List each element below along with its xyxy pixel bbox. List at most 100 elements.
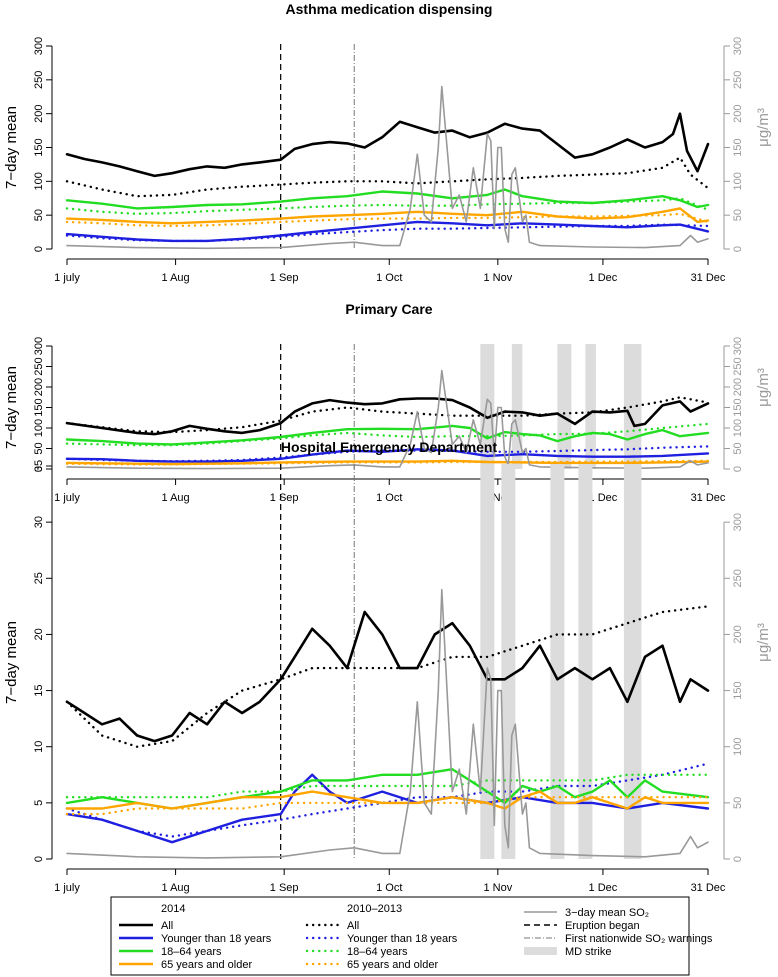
md-strike-band — [623, 344, 642, 469]
x-tick-label: 1 Nov — [483, 272, 512, 284]
series-line — [65, 207, 710, 225]
y-tick-label: 0 — [33, 466, 45, 472]
right-axis-label: μg/m³ — [755, 368, 772, 407]
y-tick-label: 15 — [33, 684, 45, 696]
series-line — [65, 188, 710, 210]
x-tick-label: 1 Oct — [376, 882, 402, 894]
series-line — [66, 369, 709, 470]
y-axis-label: 7−day mean — [3, 106, 20, 189]
series-line — [65, 396, 710, 434]
right-tick-label: 200 — [732, 625, 744, 643]
legend-label: First nationwide SO₂ warnings — [565, 933, 713, 945]
x-tick-label: 1 Aug — [162, 272, 190, 284]
series-line — [65, 156, 710, 198]
right-tick-label: 150 — [732, 138, 744, 156]
y-tick-label: 50 — [33, 209, 45, 221]
series-line — [66, 85, 709, 250]
x-tick-label: 1 july — [54, 492, 80, 504]
right-tick-label: 100 — [732, 419, 744, 437]
legend-header-2014: 2014 — [161, 903, 185, 915]
y-axis-label: 7−day mean — [3, 366, 20, 449]
series-line — [65, 112, 710, 178]
series-line — [65, 610, 710, 743]
y-tick-label: 100 — [33, 172, 45, 190]
x-tick-label: 1 Sep — [270, 882, 299, 894]
x-tick-label: 1 july — [54, 272, 80, 284]
y-tick-label: 300 — [33, 337, 45, 355]
series-line — [65, 605, 710, 748]
right-tick-label: 250 — [732, 71, 744, 89]
series-line — [65, 796, 710, 816]
legend-swatch — [524, 947, 557, 955]
right-tick-label: 200 — [732, 378, 744, 396]
legend-label: 65 years and older — [161, 959, 252, 971]
md-strike-band — [557, 344, 572, 469]
legend-label: Eruption began — [565, 920, 640, 932]
legend-box — [110, 896, 690, 976]
legend-label: 18–64 years — [347, 946, 408, 958]
right-tick-label: 250 — [732, 569, 744, 587]
y-tick-label: 0 — [33, 246, 45, 252]
chart-panel: Asthma medication dispensing 0 50 100 150 200… — [3, 1, 772, 284]
right-tick-label: 300 — [732, 37, 744, 55]
y-tick-label: 150 — [33, 138, 45, 156]
x-tick-label: 1 Aug — [162, 882, 190, 894]
chart-panel: Primary Care 0 50 100 150 200 250 300 7−day mean… — [3, 301, 772, 504]
series-line — [65, 790, 710, 810]
y-tick-label: 150 — [33, 398, 45, 416]
md-strike-band — [511, 344, 523, 469]
y-tick-label: 5 — [33, 800, 45, 806]
y-tick-label: 300 — [33, 37, 45, 55]
series-line — [65, 773, 710, 799]
y-tick-label: 200 — [33, 104, 45, 122]
x-tick-label: 1 Aug — [162, 492, 190, 504]
legend-label: 3−day mean SO₂ — [565, 907, 649, 919]
y-tick-label: 30 — [33, 516, 45, 528]
legend-label: All — [161, 920, 173, 932]
legend-label: MD strike — [565, 946, 611, 958]
md-strike-band — [501, 464, 516, 859]
chart-panel: Hospital Emergency Department 0 5 10 15 20 25 3… — [3, 439, 772, 894]
y-tick-label: 20 — [33, 628, 45, 640]
right-tick-label: 100 — [732, 738, 744, 756]
x-tick-label: 31 Dec — [691, 272, 726, 284]
right-tick-label: 300 — [732, 337, 744, 355]
md-strike-band — [585, 344, 596, 469]
y-tick-label: 100 — [33, 419, 45, 437]
legend-label: 65 years and older — [347, 959, 438, 971]
right-tick-label: 0 — [732, 466, 744, 472]
y-tick-label: 35 — [33, 460, 45, 472]
y-tick-label: 50 — [33, 442, 45, 454]
right-axis-label: μg/m³ — [755, 108, 772, 147]
right-tick-label: 300 — [732, 513, 744, 531]
md-strike-band — [550, 464, 565, 859]
md-strike-band — [578, 464, 593, 859]
x-tick-label: 1 Dec — [589, 492, 618, 504]
legend-label: 18–64 years — [161, 946, 222, 958]
x-tick-label: 1 Dec — [589, 882, 618, 894]
x-tick-label: 1 Dec — [589, 272, 618, 284]
md-strike-band — [623, 464, 642, 859]
y-tick-label: 0 — [33, 856, 45, 862]
series-line — [65, 220, 710, 243]
right-tick-label: 150 — [732, 398, 744, 416]
x-tick-label: 1 Oct — [376, 272, 402, 284]
chart-title: Hospital Emergency Department — [281, 439, 498, 455]
legend-label: Younger than 18 years — [347, 933, 458, 945]
legend-header-2010-2013: 2010–2013 — [347, 903, 402, 915]
x-tick-label: 31 Dec — [691, 882, 726, 894]
series-line — [65, 448, 710, 463]
right-axis-label: μg/m³ — [755, 623, 772, 662]
right-tick-label: 150 — [732, 681, 744, 699]
md-strike-band — [480, 464, 495, 859]
right-tick-label: 0 — [732, 856, 744, 862]
x-tick-label: 1 Sep — [270, 492, 299, 504]
x-tick-label: 1 july — [54, 882, 80, 894]
series-line — [65, 459, 710, 466]
x-tick-label: 31 Dec — [691, 492, 726, 504]
y-axis-label: 7−day mean — [3, 621, 20, 704]
x-tick-label: 1 Sep — [270, 272, 299, 284]
y-tick-label: 200 — [33, 378, 45, 396]
